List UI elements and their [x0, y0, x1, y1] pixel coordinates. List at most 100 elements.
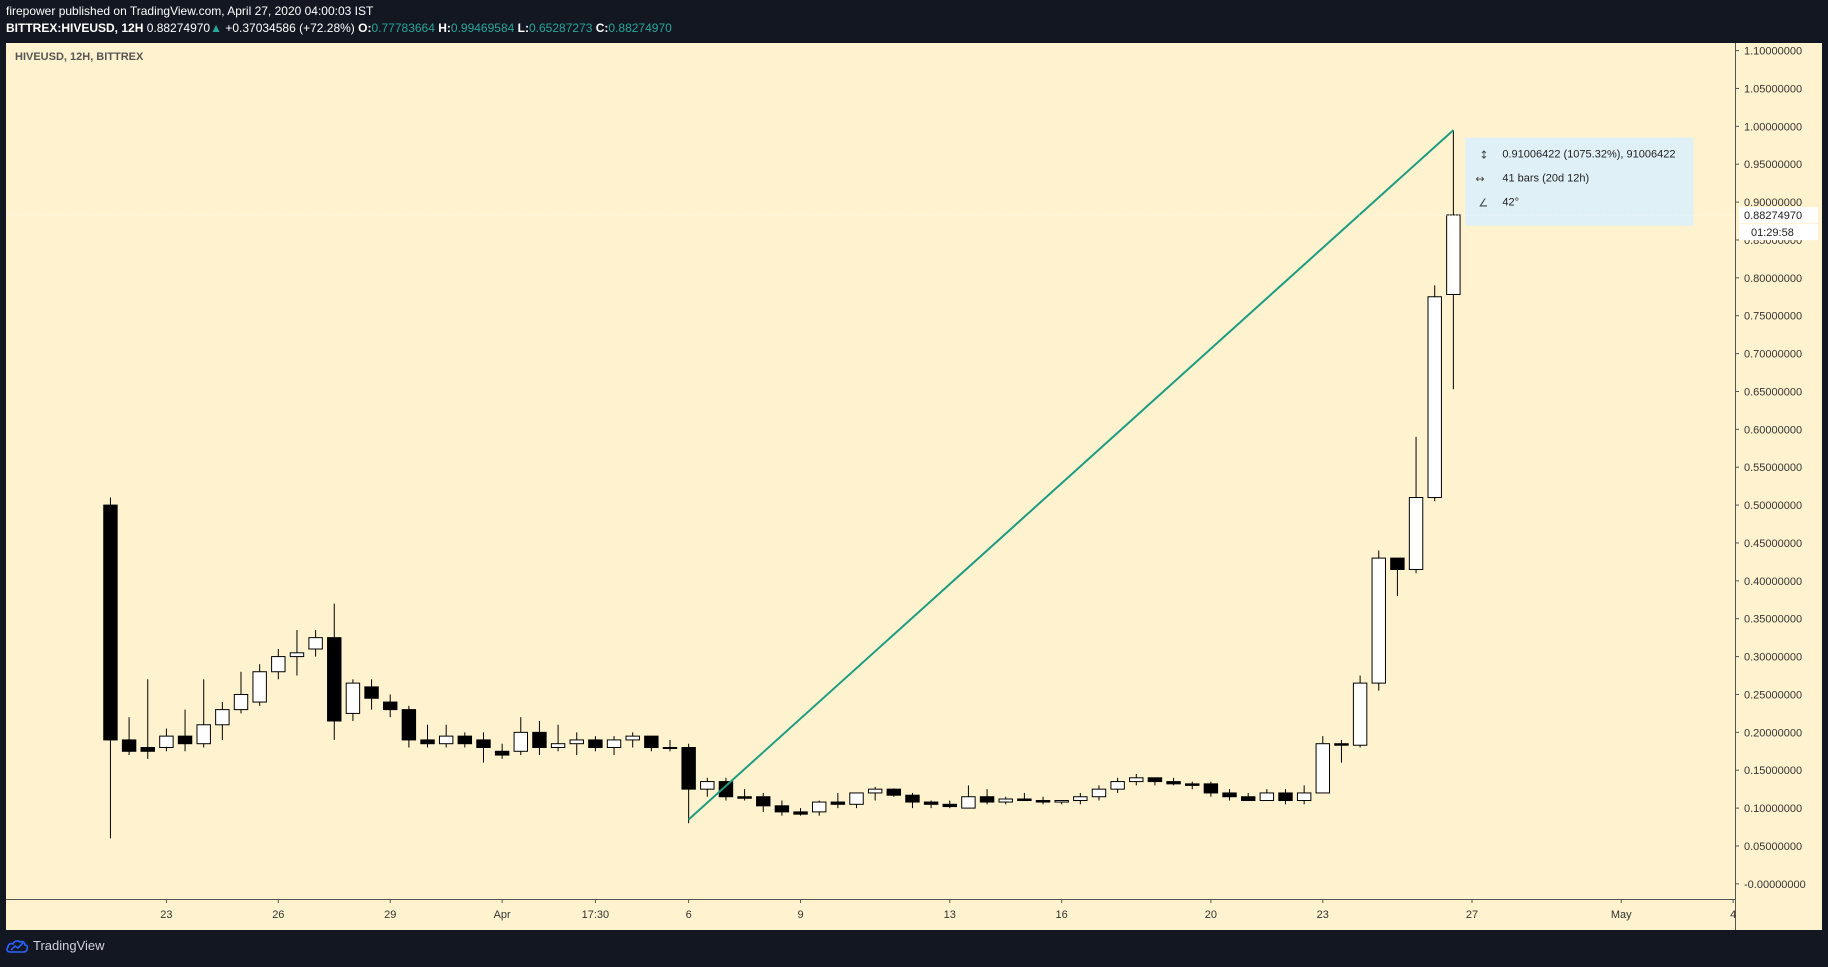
candlestick-chart[interactable]: HIVEUSD, 12H, BITTREX 1.10000000 1.0500000… [6, 43, 1822, 930]
candle-body [774, 805, 790, 813]
x-tick-label: 17:30 [582, 909, 610, 921]
high-label: H: [438, 21, 451, 35]
y-tick-label: 0.35000000 [1744, 614, 1802, 626]
candle-body [308, 637, 323, 650]
candle-body [1390, 557, 1405, 570]
trend-line [687, 129, 1455, 821]
candle-body [1334, 743, 1349, 746]
candle-body [1166, 781, 1181, 785]
footer: TradingView [0, 930, 1828, 967]
candle-body [457, 735, 473, 745]
candle-body [998, 798, 1013, 803]
x-tick-label: 9 [797, 909, 803, 921]
measure-price-range: 0.91006422 (1075.32%), 91006422 [1502, 149, 1675, 161]
candle-body [606, 739, 622, 748]
candle-body [793, 811, 808, 815]
candle-body [961, 796, 976, 809]
candle-body [1203, 783, 1219, 794]
candle-body [1259, 792, 1275, 802]
candle-body [401, 709, 417, 741]
y-tick-label: 0.90000000 [1744, 197, 1802, 209]
x-tick-label: 26 [272, 909, 284, 921]
candle-body [1408, 497, 1424, 570]
plot-background [6, 43, 1735, 899]
candle-body [252, 671, 267, 703]
vertical-range-icon: ↕ [1479, 149, 1488, 162]
tradingview-logo[interactable]: TradingView [6, 938, 105, 953]
candle-body [1073, 796, 1088, 802]
y-tick-label: 0.80000000 [1744, 273, 1802, 285]
candle-body [159, 735, 174, 748]
bar-countdown-timer: 01:29:58 [1751, 227, 1794, 239]
open-value: 0.77783664 [371, 21, 435, 35]
y-tick-label: 0.95000000 [1744, 159, 1802, 171]
candle-body [1091, 788, 1107, 798]
candle-body [438, 735, 454, 745]
cloud-icon [6, 939, 28, 953]
publisher-line: firepower published on TradingView.com, … [6, 4, 373, 18]
candle-body [1278, 792, 1293, 802]
y-tick-label: -0.00000000 [1744, 879, 1806, 891]
candle-body [532, 731, 547, 748]
candle-body [103, 504, 118, 741]
x-tick-label: 4 [1730, 909, 1736, 921]
up-arrow-icon: ▲ [210, 21, 222, 35]
candle-body [1296, 792, 1312, 802]
candle-body [662, 746, 678, 749]
candle-body [1185, 783, 1200, 786]
y-tick-label: 0.05000000 [1744, 841, 1802, 853]
footer-brand: TradingView [33, 938, 105, 953]
candle-body [513, 731, 528, 752]
candle-body [1315, 743, 1331, 794]
last-price: 0.88274970 [146, 21, 211, 35]
candle-body [718, 781, 734, 798]
x-tick-label: 29 [384, 909, 396, 921]
candle-body [830, 801, 846, 805]
candle-body [121, 739, 137, 752]
candle-body [1054, 800, 1069, 803]
chart-area[interactable]: HIVEUSD, 12H, BITTREX 1.10000000 1.0500000… [6, 43, 1822, 930]
candle-body [327, 637, 342, 722]
candle-body [476, 739, 491, 748]
measure-box [1465, 137, 1694, 226]
low-label: L: [517, 21, 529, 35]
candle-body [177, 735, 193, 745]
x-tick-label: 16 [1056, 909, 1068, 921]
candle-body [215, 709, 230, 726]
candle-body [140, 746, 155, 752]
y-tick-label: 1.05000000 [1744, 83, 1802, 95]
candle-body [271, 656, 286, 673]
measure-bar-count: 41 bars (20d 12h) [1502, 173, 1589, 185]
current-price-label: 0.88274970 [1744, 210, 1802, 222]
candle-body [233, 693, 249, 711]
y-tick-label: 0.50000000 [1744, 500, 1802, 512]
candle-body [737, 796, 752, 799]
y-tick-label: 0.60000000 [1744, 424, 1802, 436]
candle-body [923, 801, 939, 805]
candle-body [756, 796, 771, 807]
x-tick-label: 23 [1317, 909, 1329, 921]
candle-body [420, 739, 435, 745]
candle-body [289, 652, 305, 658]
y-tick-label: 1.10000000 [1744, 46, 1802, 58]
y-tick-label: 0.65000000 [1744, 386, 1802, 398]
y-tick-label: 0.10000000 [1744, 803, 1802, 815]
candle-body [550, 743, 566, 748]
price-axis-background [1735, 43, 1822, 930]
candle-body [345, 682, 361, 714]
candle-body [383, 701, 398, 711]
timer-label-bg [1739, 224, 1818, 241]
y-tick-label: 1.00000000 [1744, 121, 1802, 133]
close-label: C: [595, 21, 609, 35]
candle-body [1427, 296, 1442, 499]
x-tick-label: May [1611, 909, 1632, 921]
candle-body [1129, 777, 1144, 783]
y-tick-label: 0.25000000 [1744, 689, 1802, 701]
candle-body [1222, 792, 1237, 798]
candle-body [1240, 796, 1256, 802]
candle-body [867, 788, 883, 794]
y-tick-label: 0.75000000 [1744, 311, 1802, 323]
candle-body [494, 750, 510, 756]
candle-body [569, 739, 584, 745]
close-value: 0.88274970 [608, 21, 672, 35]
